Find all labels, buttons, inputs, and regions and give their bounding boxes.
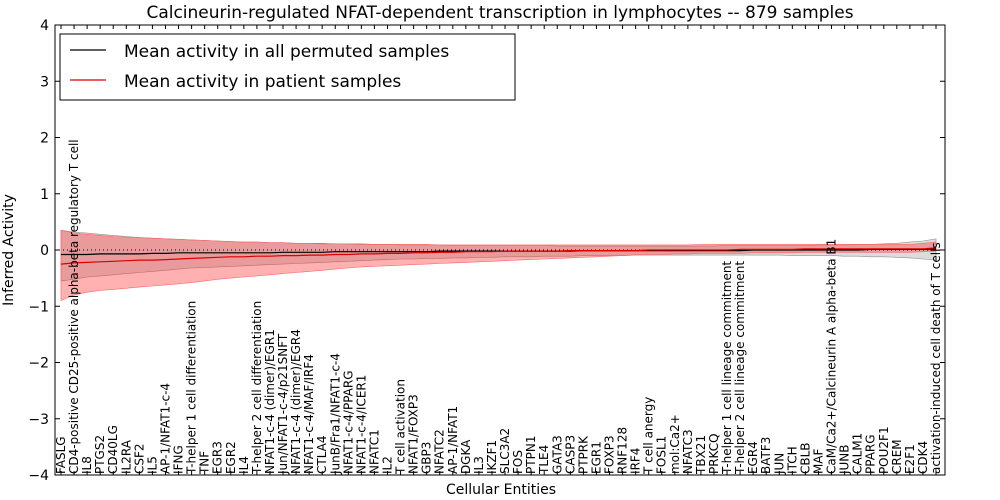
entity-label: CSF2 bbox=[132, 443, 146, 474]
entity-label: T-helper 2 cell lineage commitment bbox=[733, 261, 747, 475]
y-tick-label: 2 bbox=[40, 131, 49, 147]
series-lines bbox=[60, 247, 937, 265]
y-tick-label: −4 bbox=[28, 468, 49, 484]
y-tick-label: 4 bbox=[40, 18, 49, 34]
entity-label: NFAT1-c-4 (dimer)/EGR1 bbox=[263, 329, 277, 474]
entity-label: NFATC1 bbox=[367, 429, 381, 474]
legend: Mean activity in all permuted samples Me… bbox=[59, 33, 516, 101]
entity-label: JUNB bbox=[838, 444, 852, 475]
entity-label: EGR4 bbox=[746, 441, 760, 474]
entity-label: GATA3 bbox=[550, 435, 564, 474]
entity-label: IL2RA bbox=[119, 439, 133, 474]
entity-label: JunB/Fra1/NFAT1-c-4 bbox=[328, 353, 342, 475]
confidence-bands bbox=[60, 229, 937, 302]
y-tick-label: 3 bbox=[40, 74, 49, 90]
entity-label: FASLG bbox=[54, 436, 68, 474]
x-axis-ticks bbox=[60, 25, 937, 475]
x-axis-label: Cellular Entities bbox=[446, 482, 556, 498]
y-tick-label: −2 bbox=[28, 356, 49, 372]
entity-label: EGR2 bbox=[224, 441, 238, 474]
entity-label: NFAT1-c-4/MAF/IRF4 bbox=[302, 354, 316, 474]
entity-label: CALM1 bbox=[851, 433, 865, 474]
legend-box bbox=[59, 33, 516, 101]
entity-label: CDK4 bbox=[916, 441, 930, 474]
entity-label: T-helper 2 cell differentiation bbox=[250, 301, 264, 475]
y-axis-label: Inferred Activity bbox=[1, 194, 17, 306]
entity-label: DGKA bbox=[459, 439, 473, 474]
entity-label: PRKCQ bbox=[707, 433, 721, 474]
plot-frame bbox=[54, 24, 946, 476]
entity-label: PTPN1 bbox=[524, 436, 538, 474]
entity-label: NFATC2 bbox=[433, 429, 447, 474]
entity-label: BATF3 bbox=[759, 437, 773, 474]
entity-label: PTGS2 bbox=[93, 435, 107, 474]
entity-label: NFAT1-c-4 (dimer)/EGR4 bbox=[289, 329, 303, 474]
entity-label: IL8 bbox=[80, 456, 94, 474]
entity-label: FOS bbox=[511, 450, 525, 474]
entity-label: ITCH bbox=[785, 446, 799, 474]
entity-label: FOXP3 bbox=[603, 435, 617, 474]
entity-label: CD4-positive CD25-positive alpha-beta re… bbox=[67, 139, 81, 474]
entity-label: EGR3 bbox=[211, 441, 225, 474]
legend-label-permuted: Mean activity in all permuted samples bbox=[124, 42, 449, 62]
y-axis-ticks: −4 −3 −2 −1 0 1 2 3 4 bbox=[28, 18, 945, 484]
entity-label: MAF bbox=[812, 448, 826, 474]
entity-label: IFNG bbox=[172, 445, 186, 474]
entity-label: IL5 bbox=[145, 456, 159, 474]
entity-label: IL4 bbox=[237, 456, 251, 474]
entity-label: POU2F1 bbox=[877, 426, 891, 474]
entity-label: mol:Ca2+ bbox=[668, 414, 682, 474]
entity-label: IKZF1 bbox=[485, 440, 499, 474]
entity-label: Jun/NFAT1-c-4/p21SNFT bbox=[276, 333, 290, 475]
entity-label: activation-induced cell death of T cells bbox=[929, 242, 943, 474]
entity-label: NFAT1/FOXP3 bbox=[407, 394, 421, 474]
entity-label: E2F1 bbox=[903, 444, 917, 474]
entity-label: SLC3A2 bbox=[498, 428, 512, 474]
entity-label: FOSL1 bbox=[655, 436, 669, 474]
entity-label: CTLA4 bbox=[315, 435, 329, 474]
entity-label: TNF bbox=[198, 451, 212, 475]
entity-label: PTPRK bbox=[576, 435, 590, 474]
entity-label: GBP3 bbox=[420, 442, 434, 474]
entity-label: CASP3 bbox=[563, 435, 577, 474]
entity-label: IL2 bbox=[381, 456, 395, 474]
confidence-band-patient bbox=[60, 229, 937, 302]
y-tick-label: 1 bbox=[40, 187, 49, 203]
entity-label: AP-1/NFAT1-c-4 bbox=[159, 383, 173, 474]
entity-label: IL3 bbox=[472, 456, 486, 474]
entity-label: EGR1 bbox=[589, 441, 603, 474]
entity-label: RNF128 bbox=[616, 427, 630, 474]
entity-labels: FASLG CD4-positive CD25-positive alpha-be… bbox=[54, 139, 943, 475]
y-tick-label: −1 bbox=[28, 299, 49, 315]
entity-label: CBLB bbox=[798, 442, 812, 474]
entity-label: IRF4 bbox=[629, 448, 643, 474]
y-tick-label: −3 bbox=[28, 412, 49, 428]
entity-label: T-helper 1 cell lineage commitment bbox=[720, 261, 734, 475]
entity-label: CREM bbox=[890, 439, 904, 474]
entity-label: NFAT1-c-4/PPARG bbox=[341, 370, 355, 474]
entity-label: JUN bbox=[772, 453, 786, 475]
legend-label-patient: Mean activity in patient samples bbox=[124, 72, 401, 92]
y-tick-label: 0 bbox=[40, 243, 49, 259]
entity-label: NFAT1-c-4/ICER1 bbox=[354, 375, 368, 474]
entity-label: PPARG bbox=[864, 434, 878, 474]
entity-label: AP-1/NFAT1 bbox=[446, 406, 460, 474]
entity-label: CD40LG bbox=[106, 425, 120, 474]
entity-label: TBX21 bbox=[694, 435, 708, 475]
entity-label: CaM/Ca2+/Calcineurin A alpha-beta B1 bbox=[825, 239, 839, 474]
chart-title: Calcineurin-regulated NFAT-dependent tra… bbox=[146, 3, 853, 23]
entity-label: T cell anergy bbox=[642, 397, 656, 475]
entity-label: T-helper 1 cell differentiation bbox=[185, 301, 199, 475]
series-line-patient bbox=[60, 247, 937, 265]
entity-label: NFATC3 bbox=[681, 429, 695, 474]
entity-label: TLE4 bbox=[537, 445, 551, 475]
entity-label: T cell activation bbox=[394, 379, 408, 475]
